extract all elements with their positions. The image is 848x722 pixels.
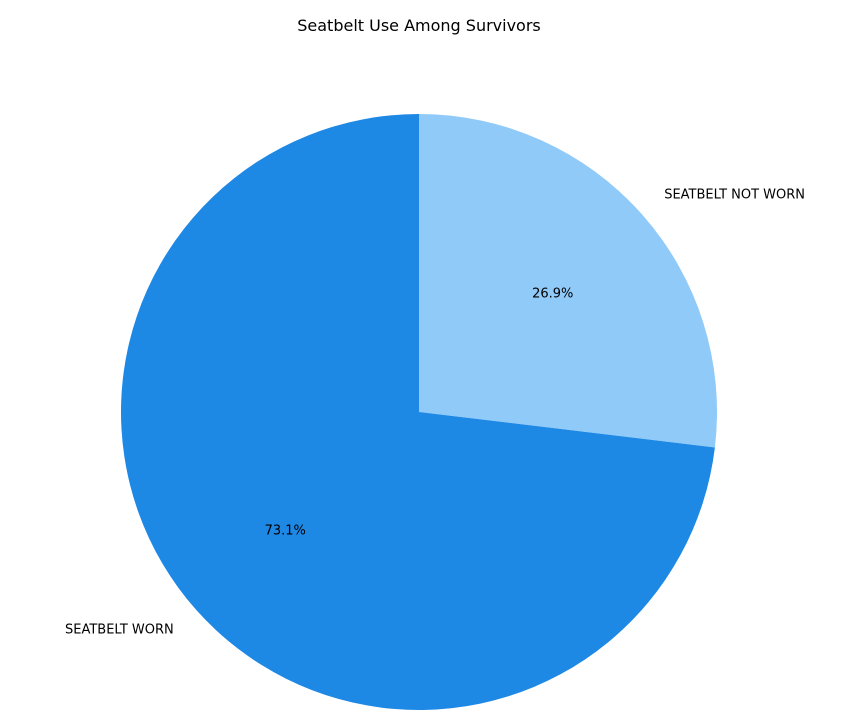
- pie-slice-seatbelt-worn: [120, 114, 715, 710]
- pie-pct-label: 73.1%: [265, 524, 306, 539]
- pie-pct-label: 26.9%: [532, 286, 573, 301]
- pie-slice-seatbelt-not-worn: [419, 114, 718, 448]
- pie-category-label: SEATBELT WORN: [65, 623, 174, 638]
- pie-category-label: SEATBELT NOT WORN: [664, 187, 805, 202]
- chart-title: Seatbelt Use Among Survivors: [297, 16, 541, 35]
